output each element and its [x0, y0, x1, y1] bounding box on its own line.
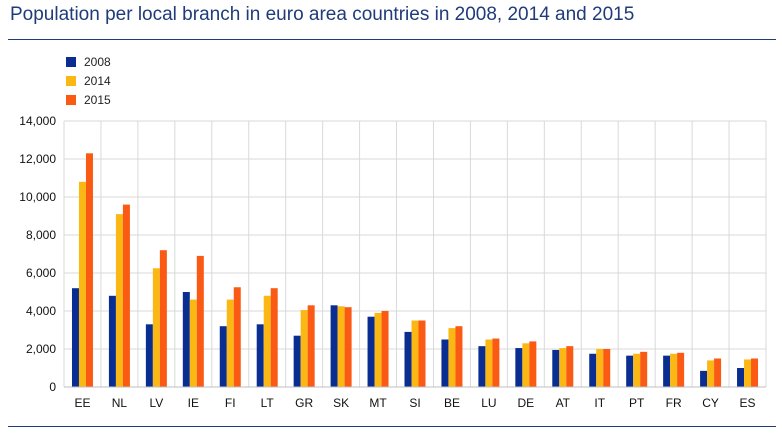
y-tick-label: 10,000: [19, 190, 56, 204]
bar-2014-IE: [189, 299, 197, 387]
bar-2008-SK: [330, 305, 338, 387]
x-tick-label: MT: [369, 396, 387, 410]
legend-label-2014: 2014: [84, 73, 111, 88]
bar-2014-DE: [522, 343, 530, 387]
bar-2014-ES: [744, 359, 752, 387]
bar-2015-FI: [233, 287, 241, 387]
x-tick-label: FR: [666, 396, 682, 410]
bar-2008-EE: [71, 288, 79, 387]
bar-2015-DE: [529, 341, 537, 387]
y-tick-label: 12,000: [19, 152, 56, 166]
bar-2015-GR: [307, 305, 315, 387]
y-tick-label: 4,000: [26, 304, 56, 318]
bar-2014-LV: [152, 268, 160, 387]
bar-2014-PT: [633, 353, 641, 387]
bar-2014-SK: [337, 306, 345, 387]
x-tick-label: PT: [629, 396, 645, 410]
bar-2014-IT: [596, 349, 604, 387]
legend-swatch-2008: [66, 56, 76, 67]
bar-2015-LU: [492, 338, 500, 387]
bar-2008-SI: [404, 331, 412, 387]
legend-item-2014: 2014: [66, 71, 111, 90]
x-tick-label: NL: [112, 396, 128, 410]
bar-2014-CY: [707, 360, 715, 387]
x-tick-label: IE: [188, 396, 199, 410]
bar-2008-AT: [552, 349, 560, 387]
bar-2008-IE: [182, 292, 190, 387]
bar-2015-CY: [714, 358, 722, 387]
y-tick-label: 6,000: [26, 266, 56, 280]
legend: 2008 2014 2015: [66, 52, 111, 109]
bar-2015-SK: [344, 307, 352, 387]
y-tick-label: 2,000: [26, 342, 56, 356]
chart-title: Population per local branch in euro area…: [10, 4, 635, 25]
bar-2008-FR: [663, 355, 671, 387]
legend-label-2015: 2015: [84, 92, 111, 107]
bar-2014-BE: [448, 328, 456, 387]
bar-2014-LT: [263, 295, 271, 387]
bar-2008-FI: [219, 326, 227, 387]
x-tick-label: LV: [149, 396, 163, 410]
legend-label-2008: 2008: [84, 54, 111, 69]
x-tick-label: LU: [481, 396, 496, 410]
bar-2008-MT: [367, 316, 375, 387]
bottom-divider: [8, 426, 776, 427]
bar-2015-PT: [640, 351, 648, 387]
bar-2008-NL: [108, 295, 116, 387]
bar-2015-AT: [566, 346, 574, 387]
bar-2008-DE: [515, 348, 523, 387]
bar-2015-ES: [751, 358, 759, 387]
bar-2014-SI: [411, 320, 419, 387]
x-tick-label: AT: [556, 396, 571, 410]
x-tick-label: GR: [295, 396, 313, 410]
x-tick-label: CY: [702, 396, 719, 410]
bar-2015-LT: [270, 288, 278, 387]
bar-2008-GR: [293, 335, 301, 387]
bar-2008-PT: [626, 355, 634, 387]
bar-2008-CY: [700, 370, 708, 387]
bar-2015-FR: [677, 352, 685, 387]
x-tick-label: EE: [74, 396, 90, 410]
bar-2015-BE: [455, 326, 463, 387]
bar-2015-IE: [196, 255, 204, 387]
bar-2014-FI: [226, 299, 234, 387]
bar-2014-EE: [78, 181, 86, 387]
x-tick-label: ES: [740, 396, 756, 410]
y-tick-label: 0: [49, 380, 56, 394]
legend-swatch-2015: [66, 94, 76, 105]
bar-2015-LV: [159, 250, 167, 387]
legend-item-2008: 2008: [66, 52, 111, 71]
x-tick-label: BE: [444, 396, 460, 410]
bar-2008-LV: [145, 324, 153, 387]
bar-2015-IT: [603, 349, 611, 387]
bar-2015-SI: [418, 320, 426, 387]
x-tick-label: SI: [409, 396, 420, 410]
x-tick-label: DE: [518, 396, 535, 410]
bar-2014-FR: [670, 353, 678, 387]
bar-2015-EE: [85, 153, 93, 387]
bar-2015-NL: [122, 204, 130, 387]
bar-2008-IT: [589, 353, 597, 387]
bar-2008-ES: [737, 368, 745, 387]
legend-swatch-2014: [66, 75, 76, 86]
y-tick-label: 14,000: [19, 114, 56, 128]
bar-2008-LU: [478, 346, 486, 387]
x-tick-label: SK: [333, 396, 349, 410]
x-tick-label: IT: [594, 396, 605, 410]
top-divider: [8, 39, 776, 40]
x-tick-label: FI: [225, 396, 236, 410]
bar-2014-NL: [115, 214, 123, 387]
bar-2014-GR: [300, 310, 308, 387]
bar-2008-LT: [256, 324, 264, 387]
bar-2014-MT: [374, 312, 382, 387]
bar-2014-LU: [485, 339, 493, 387]
legend-item-2015: 2015: [66, 90, 111, 109]
bar-2008-BE: [441, 339, 449, 387]
bar-2015-MT: [381, 311, 389, 387]
y-tick-label: 8,000: [26, 228, 56, 242]
bar-2014-AT: [559, 348, 567, 387]
x-tick-label: LT: [261, 396, 275, 410]
